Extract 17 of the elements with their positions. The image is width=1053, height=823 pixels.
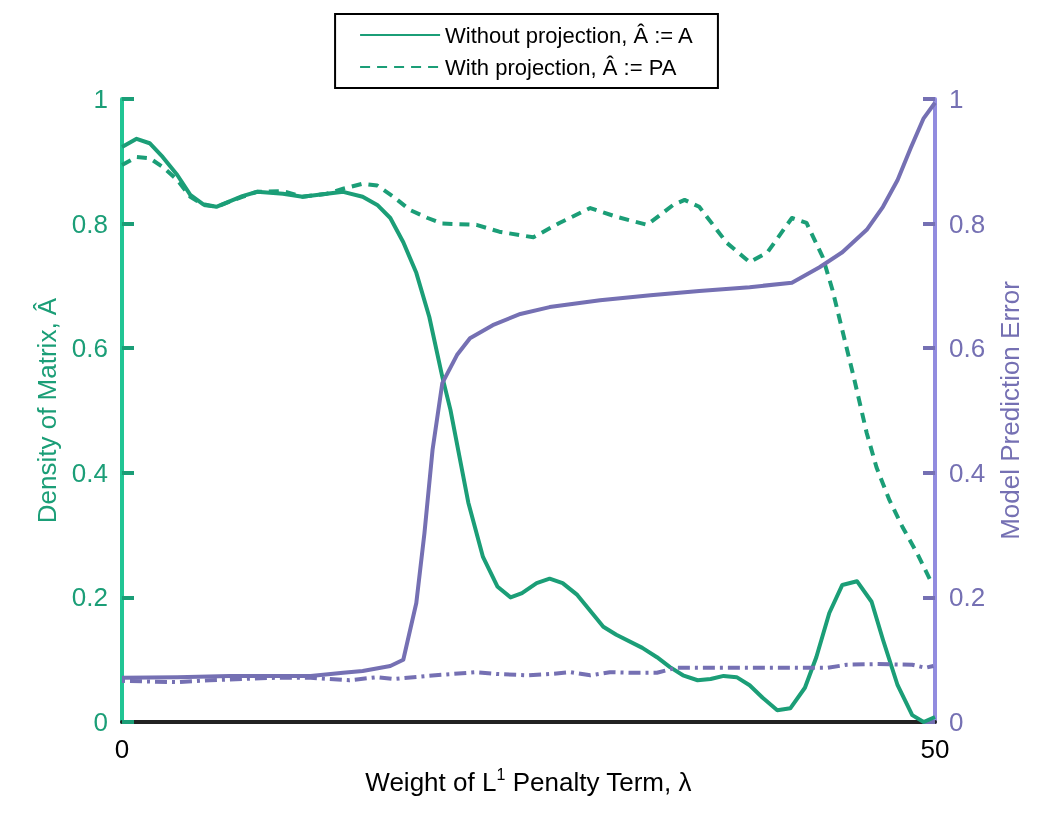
y2-tick-label: 0.8 bbox=[949, 208, 986, 239]
y2-tick-label: 0.6 bbox=[949, 333, 986, 364]
legend-label: With projection, Â := PA bbox=[445, 54, 677, 80]
y-tick-label: 0.4 bbox=[71, 457, 108, 488]
y2-tick-label: 0.2 bbox=[949, 582, 986, 613]
y-tick-label: 1 bbox=[93, 84, 108, 114]
y-tick-label: 0.6 bbox=[71, 333, 108, 364]
legend-label: Without projection, Â := A bbox=[445, 22, 694, 48]
y2-tick-label: 0 bbox=[949, 707, 964, 737]
y2-tick-label: 1 bbox=[949, 84, 964, 114]
x-tick-label: 50 bbox=[920, 734, 950, 764]
y-tick-label: 0 bbox=[93, 707, 108, 737]
y-tick-label: 0.2 bbox=[71, 582, 108, 613]
y-axis-title: Density of Matrix, Â bbox=[32, 297, 62, 524]
y-tick-label: 0.8 bbox=[71, 208, 108, 239]
y2-tick-label: 0.4 bbox=[949, 457, 986, 488]
y2-axis-title: Model Prediction Error bbox=[995, 280, 1025, 540]
